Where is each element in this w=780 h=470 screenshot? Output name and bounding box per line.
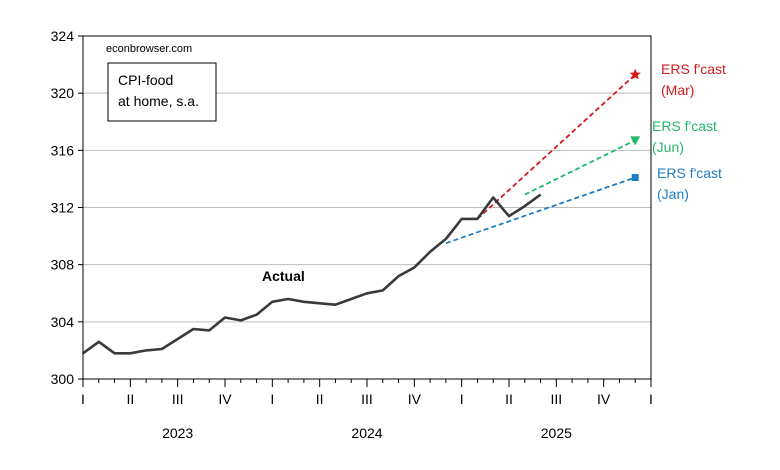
legend-box: CPI-food at home, s.a. — [107, 62, 217, 122]
x-quarter-label: II — [126, 391, 134, 407]
forecast-label: (Jun) — [652, 139, 684, 155]
x-quarter-label: I — [649, 391, 653, 407]
x-quarter-label: IV — [408, 391, 422, 407]
source-label: econbrowser.com — [106, 43, 192, 55]
plot-series — [82, 68, 641, 355]
x-quarter-label: III — [550, 391, 562, 407]
x-year-label: 2023 — [162, 425, 193, 441]
y-tick-label: 316 — [51, 142, 75, 158]
forecast-label: ERS f'cast — [652, 118, 717, 134]
x-year-label: 2025 — [541, 425, 572, 441]
series-marker — [631, 173, 639, 181]
y-tick-label: 312 — [51, 200, 75, 216]
y-tick-label: 300 — [51, 371, 75, 387]
series-line-1 — [445, 176, 636, 245]
y-tick-label: 320 — [51, 85, 75, 101]
forecast-label: ERS f'cast — [661, 61, 726, 77]
series-labels: ERS f'cast (Jan) ERS f'cast (Mar) ERS f'cast… — [652, 61, 726, 202]
x-quarter-label: IV — [597, 391, 611, 407]
y-tick-label: 308 — [51, 257, 75, 273]
x-quarter-label: II — [316, 391, 324, 407]
x-quarter-label: IV — [218, 391, 232, 407]
forecast-label: (Mar) — [661, 82, 694, 98]
x-quarter-label: III — [172, 391, 184, 407]
legend-line-2: at home, s.a. — [118, 93, 199, 109]
series-marker — [629, 68, 641, 80]
forecast-label: ERS f'cast — [657, 165, 722, 181]
grid-lines — [83, 92, 651, 323]
y-axis: 300 304 308 312 316 320 324 — [51, 28, 83, 387]
actual-annotation: Actual — [262, 268, 305, 284]
x-quarter-label: III — [361, 391, 373, 407]
series-line-0 — [82, 193, 542, 355]
series-line-3 — [524, 139, 636, 196]
x-quarter-label: I — [460, 391, 464, 407]
y-tick-label: 304 — [51, 314, 75, 330]
x-quarter-label: II — [505, 391, 513, 407]
x-year-label: 2024 — [351, 425, 382, 441]
y-tick-label: 324 — [51, 28, 75, 44]
forecast-label: (Jan) — [657, 186, 689, 202]
series-marker — [630, 136, 641, 146]
x-quarter-label: I — [81, 391, 85, 407]
x-quarter-label: I — [270, 391, 274, 407]
legend-line-1: CPI-food — [118, 72, 173, 88]
series-line-2 — [476, 73, 636, 220]
